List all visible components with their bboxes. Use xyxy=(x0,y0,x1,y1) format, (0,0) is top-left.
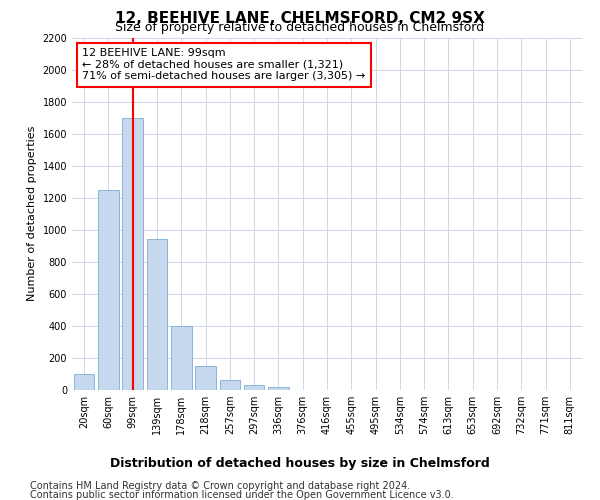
Bar xyxy=(74,374,94,390)
Bar xyxy=(98,190,119,390)
Bar xyxy=(122,118,143,390)
Bar xyxy=(268,387,289,390)
Text: Contains HM Land Registry data © Crown copyright and database right 2024.: Contains HM Land Registry data © Crown c… xyxy=(30,481,410,491)
Text: 12, BEEHIVE LANE, CHELMSFORD, CM2 9SX: 12, BEEHIVE LANE, CHELMSFORD, CM2 9SX xyxy=(115,11,485,26)
Bar xyxy=(244,385,265,390)
Text: Size of property relative to detached houses in Chelmsford: Size of property relative to detached ho… xyxy=(115,22,485,35)
Text: Contains public sector information licensed under the Open Government Licence v3: Contains public sector information licen… xyxy=(30,490,454,500)
Bar xyxy=(220,380,240,390)
Bar xyxy=(171,326,191,390)
Bar xyxy=(195,366,216,390)
Text: Distribution of detached houses by size in Chelmsford: Distribution of detached houses by size … xyxy=(110,458,490,470)
Text: 12 BEEHIVE LANE: 99sqm
← 28% of detached houses are smaller (1,321)
71% of semi-: 12 BEEHIVE LANE: 99sqm ← 28% of detached… xyxy=(82,48,365,82)
Bar xyxy=(146,240,167,390)
Y-axis label: Number of detached properties: Number of detached properties xyxy=(27,126,37,302)
